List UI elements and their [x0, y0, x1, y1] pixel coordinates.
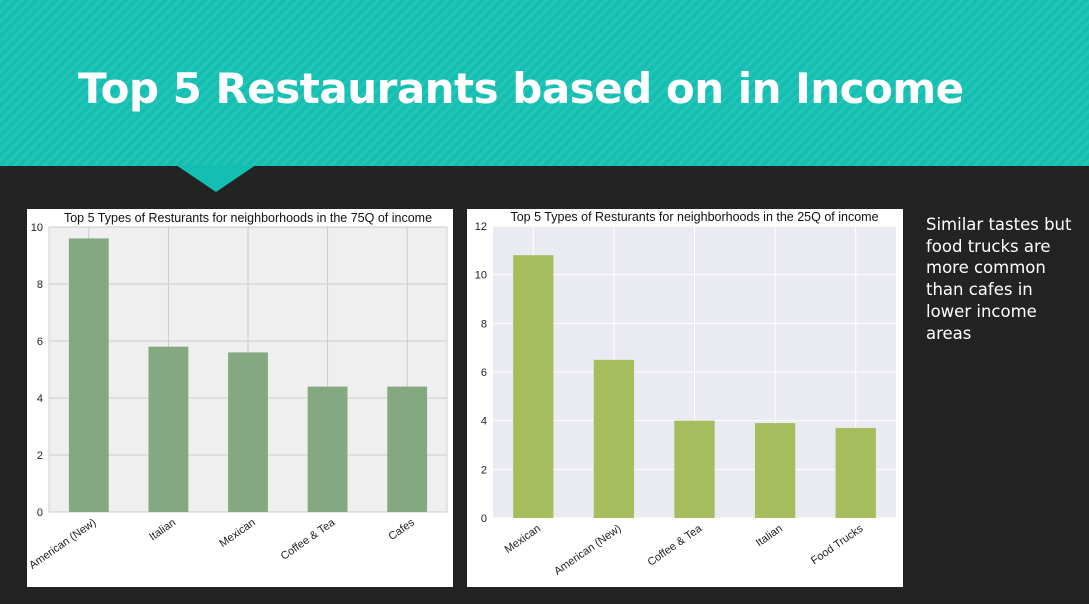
chart-75q-panel: 0 2 4 6 8 10 American (New) Italian Mexican Coffe… — [27, 209, 453, 587]
slide-title: Top 5 Restaurants based on in Income — [78, 64, 964, 113]
chart-title: Top 5 Types of Resturants for neighborho… — [510, 210, 878, 224]
y-tick-label: 0 — [481, 513, 487, 525]
y-tick-label: 4 — [481, 416, 487, 428]
y-tick-label: 2 — [37, 450, 43, 462]
bar-american-new — [593, 359, 635, 518]
bar-food-trucks — [835, 427, 876, 518]
bar-cafes — [387, 386, 428, 512]
bar-coffee-tea — [307, 386, 348, 512]
bar-italian — [754, 423, 796, 518]
bar-coffee-tea — [674, 420, 715, 518]
y-tick-label: 0 — [37, 507, 43, 519]
y-tick-label: 4 — [37, 393, 43, 405]
bar-american-new — [68, 238, 109, 512]
header-notch — [176, 165, 256, 192]
y-tick-label: 2 — [481, 464, 487, 476]
y-tick-label: 12 — [475, 221, 487, 233]
side-note: Similar tastes but food trucks are more … — [926, 215, 1072, 343]
bar-mexican — [513, 255, 554, 518]
y-tick-label: 6 — [37, 336, 43, 348]
y-tick-label: 8 — [37, 279, 43, 291]
header-banner — [0, 0, 1089, 166]
chart-25q-panel: 0 2 4 6 8 10 12 Mexican American (New) Coffee & T… — [467, 209, 903, 587]
bar-mexican — [228, 352, 268, 512]
y-tick-label: 6 — [481, 367, 487, 379]
y-tick-label: 10 — [31, 222, 43, 234]
chart-title: Top 5 Types of Resturants for neighborho… — [64, 211, 432, 225]
y-tick-label: 10 — [475, 270, 487, 282]
y-tick-label: 8 — [481, 318, 487, 330]
bar-italian — [148, 346, 189, 512]
